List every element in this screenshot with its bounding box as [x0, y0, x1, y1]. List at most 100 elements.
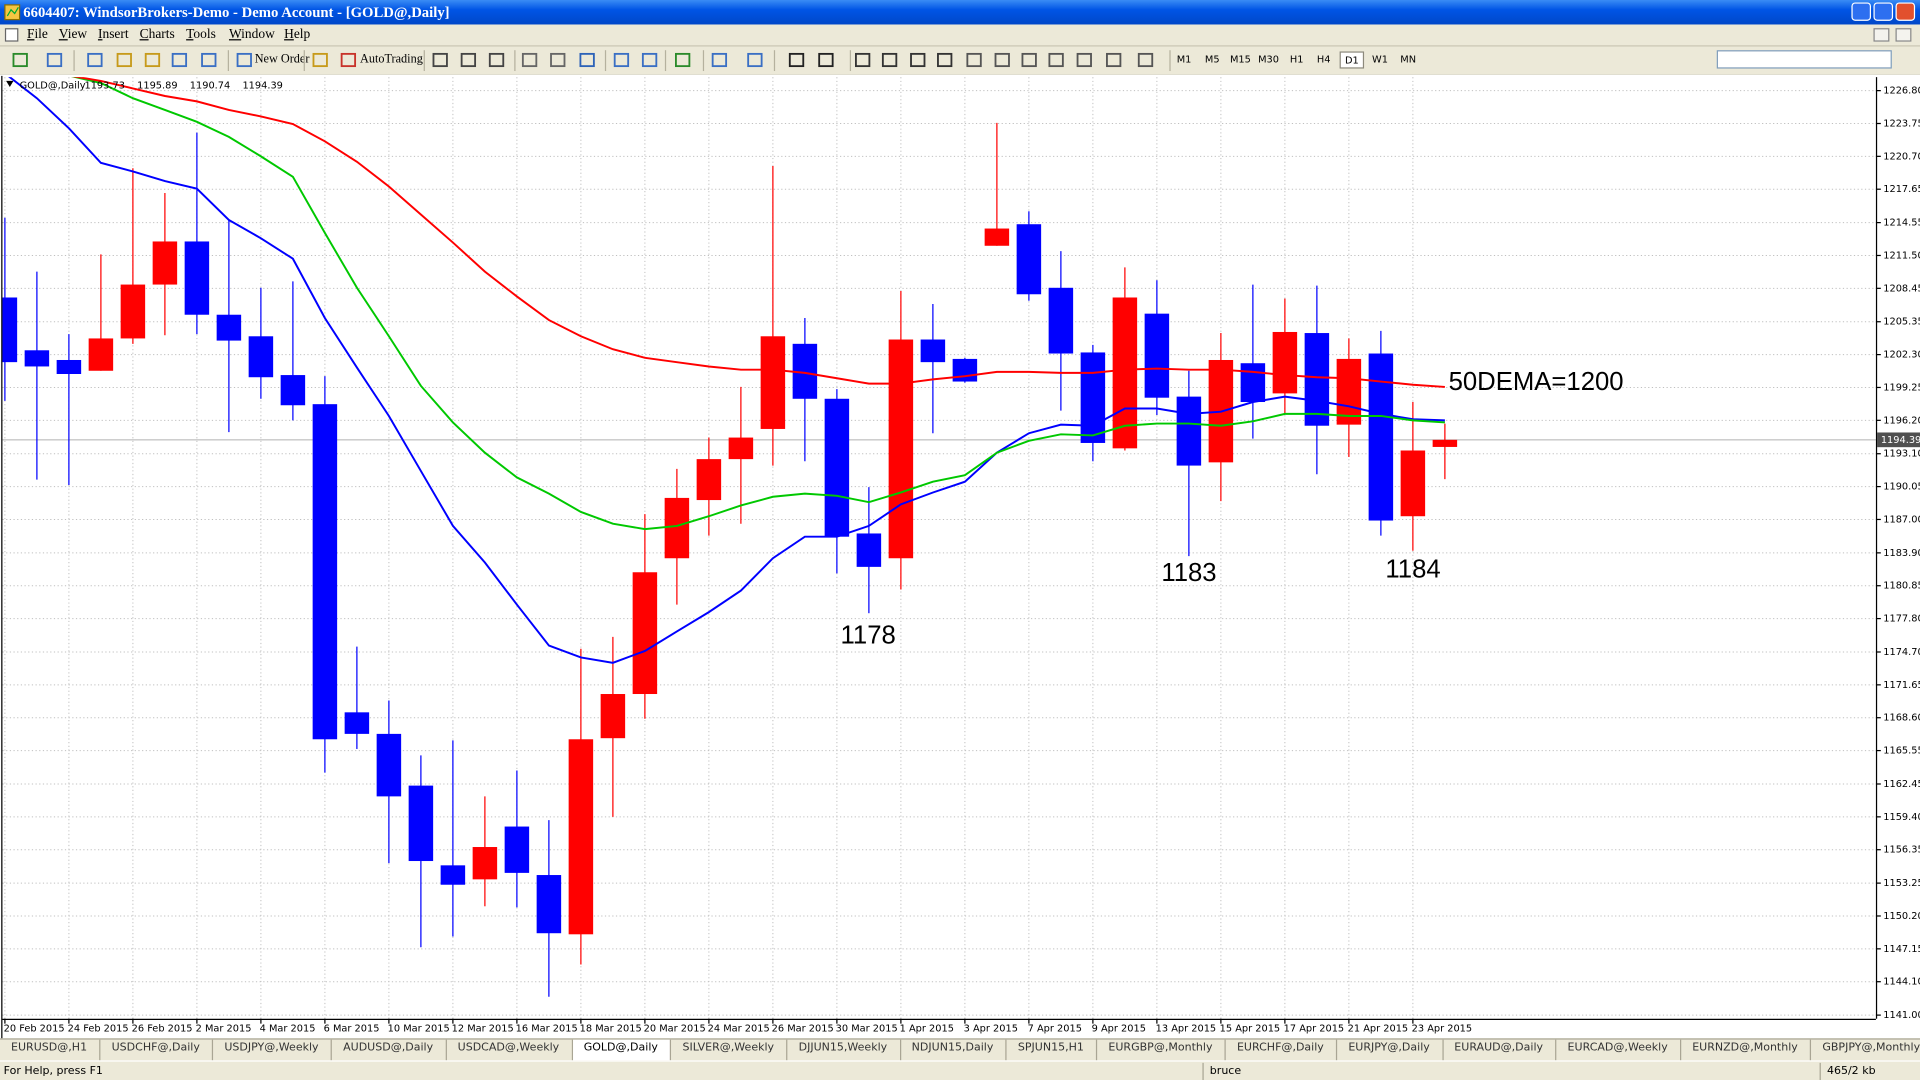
menu-item[interactable]: Insert	[97, 26, 129, 42]
toolbar-button[interactable]	[612, 50, 632, 70]
menu-item[interactable]: Help	[284, 26, 311, 42]
toolbar-button[interactable]	[86, 50, 106, 70]
timeframe-button[interactable]: H4	[1316, 53, 1331, 65]
menu-item[interactable]: Charts	[139, 26, 175, 42]
toolbar-button[interactable]	[431, 50, 451, 70]
chart: 1226.80 1223.75 1220.70 1217.65 1214.55 1211.…	[0, 74, 1920, 1039]
candle-body	[888, 339, 914, 559]
toolbar-button[interactable]	[787, 50, 807, 70]
toolbar-button[interactable]	[909, 50, 929, 70]
toolbar-separator	[1169, 50, 1171, 72]
chart-tab[interactable]: EURNZD@,Monthly	[1681, 1039, 1812, 1061]
child-window-button[interactable]	[1873, 28, 1890, 42]
menu-item[interactable]: File	[26, 26, 48, 42]
chart-tab[interactable]: USDCHF@,Daily	[101, 1039, 214, 1061]
toolbar-button[interactable]	[673, 50, 693, 70]
toolbar-button[interactable]	[45, 50, 65, 70]
toolbar-button[interactable]	[1020, 50, 1040, 70]
chart-tab[interactable]: EURCHF@,Daily	[1226, 1039, 1338, 1061]
toolbar-button[interactable]	[311, 50, 331, 70]
chart-tab[interactable]: EURCAD@,Weekly	[1557, 1039, 1682, 1061]
x-tick-label: 4 Mar 2015	[260, 1024, 316, 1035]
new-order-button[interactable]: New Order	[254, 52, 310, 67]
chart-tab[interactable]: GBPJPY@,Monthly	[1811, 1040, 1920, 1061]
ohlc-value: 1193.73	[84, 81, 124, 92]
toolbar-button[interactable]	[115, 50, 135, 70]
timeframe-button[interactable]: M1	[1176, 53, 1192, 65]
chart-tab[interactable]: EURUSD@,H1	[0, 1039, 101, 1061]
chart-tab[interactable]: DJJUN15,Weekly	[788, 1039, 901, 1061]
toolbar-button[interactable]	[549, 50, 569, 70]
toolbar-icon	[788, 52, 805, 68]
toolbar-button[interactable]	[880, 50, 900, 70]
toolbar-button[interactable]	[710, 50, 730, 70]
toolbar-button[interactable]	[640, 50, 660, 70]
chart-tab[interactable]: NDJUN15,Daily	[901, 1039, 1007, 1061]
candle-body	[952, 358, 978, 382]
toolbar-button[interactable]	[170, 50, 190, 70]
menu-item[interactable]: Window	[228, 26, 275, 42]
chart-tab[interactable]: USDJPY@,Weekly	[213, 1039, 333, 1061]
toolbar-button[interactable]	[11, 50, 31, 70]
chart-tab[interactable]: SILVER@,Weekly	[671, 1039, 788, 1061]
auto-trading-button[interactable]: AutoTrading	[360, 52, 423, 67]
child-window-button[interactable]	[1895, 28, 1912, 42]
toolbar-button[interactable]	[853, 50, 873, 70]
candle-body	[1400, 450, 1426, 517]
toolbar-button[interactable]	[143, 50, 163, 70]
toolbar-button[interactable]	[578, 50, 598, 70]
toolbar-button[interactable]	[1104, 50, 1124, 70]
toolbar-button[interactable]	[520, 50, 540, 70]
chart-tab[interactable]: AUDUSD@,Daily	[332, 1039, 447, 1061]
chart-tab[interactable]: EURJPY@,Daily	[1337, 1039, 1444, 1061]
search-box[interactable]	[1716, 50, 1892, 69]
y-tick-label: 1211.50	[1883, 250, 1920, 261]
chart-tab[interactable]: SPJUN15,H1	[1007, 1039, 1098, 1061]
timeframe-button[interactable]: MN	[1400, 53, 1417, 65]
chart-tab[interactable]: USDCAD@,Weekly	[447, 1039, 573, 1061]
chart-tab[interactable]: EURAUD@,Daily	[1443, 1039, 1557, 1061]
x-tick-label: 16 Mar 2015	[516, 1024, 578, 1035]
timeframe-button[interactable]: M5	[1204, 53, 1220, 65]
candle-body	[2, 297, 18, 363]
toolbar-button[interactable]	[817, 50, 837, 70]
chart-tabs: EURUSD@,H1 USDCHF@,Daily USDJPY@,Weekly AUD…	[0, 1038, 1920, 1061]
toolbar-button[interactable]	[339, 50, 359, 70]
toolbar-button[interactable]	[200, 50, 220, 70]
toolbar-button[interactable]	[1075, 50, 1095, 70]
maximize-button[interactable]	[1873, 2, 1894, 21]
y-tick-label: 1202.30	[1883, 350, 1920, 361]
toolbar-button[interactable]	[487, 50, 507, 70]
toolbar-button[interactable]	[746, 50, 766, 70]
toolbar-button[interactable]	[459, 50, 479, 70]
chart-tab[interactable]: EURGBP@,Monthly	[1097, 1039, 1226, 1061]
toolbar-button[interactable]	[235, 50, 255, 70]
minimize-button[interactable]	[1851, 2, 1872, 21]
candle-body	[1048, 287, 1074, 354]
status-separator	[1202, 1062, 1204, 1080]
timeframe-button[interactable]: M15	[1229, 53, 1251, 65]
moving-average-line	[72, 77, 1445, 388]
toolbar-icon	[12, 52, 28, 68]
timeframe-button[interactable]: H1	[1289, 53, 1304, 65]
close-button[interactable]	[1895, 2, 1916, 21]
timeframe-button[interactable]: D1	[1339, 51, 1365, 69]
toolbar-button[interactable]	[993, 50, 1013, 70]
toolbar-button[interactable]	[1047, 50, 1067, 70]
toolbar-button[interactable]	[936, 50, 956, 70]
timeframe-button[interactable]: M30	[1258, 53, 1280, 65]
toolbar-button[interactable]	[965, 50, 985, 70]
status-separator	[1819, 1062, 1821, 1080]
candle-body	[632, 572, 658, 695]
toolbar-icon	[1021, 52, 1037, 68]
chart-tab[interactable]: GOLD@,Daily	[572, 1039, 672, 1061]
x-tick-label: 26 Mar 2015	[772, 1024, 834, 1035]
menu-item[interactable]: View	[58, 26, 88, 42]
menu-item[interactable]: Tools	[186, 26, 216, 42]
toolbar-button[interactable]	[1136, 50, 1156, 70]
x-tick-label: 26 Feb 2015	[132, 1024, 193, 1035]
chart-menu-arrow[interactable]	[6, 80, 14, 87]
timeframe-button[interactable]: W1	[1372, 53, 1388, 65]
x-tick-label: 3 Apr 2015	[964, 1024, 1018, 1035]
